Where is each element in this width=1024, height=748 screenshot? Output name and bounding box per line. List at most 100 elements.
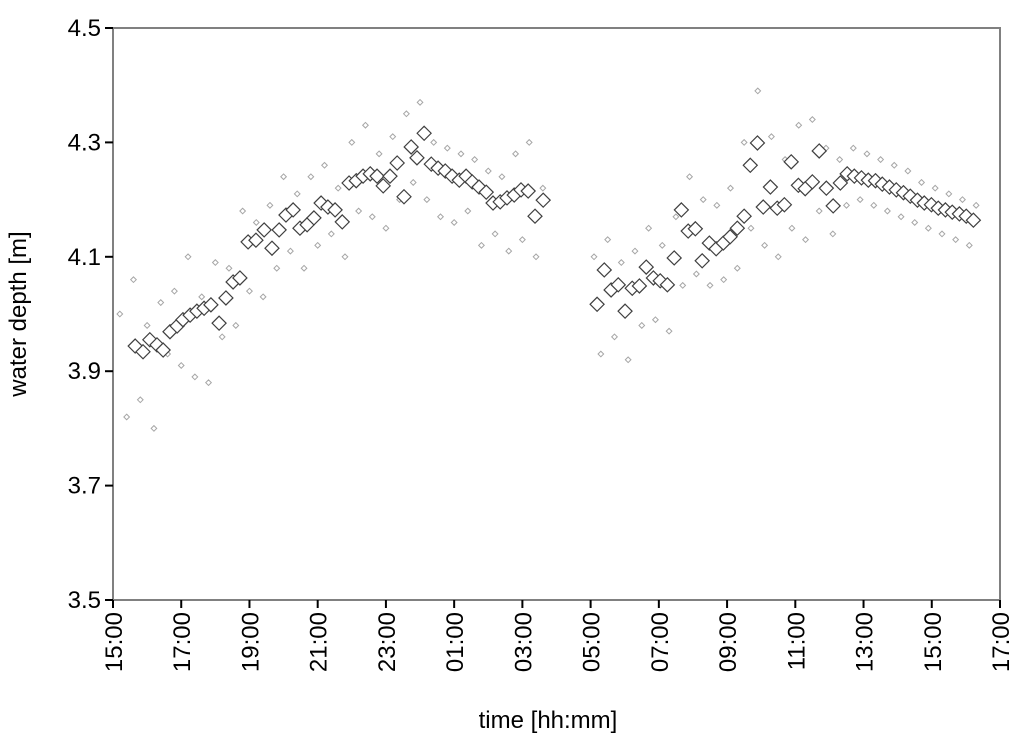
mean-marker	[155, 342, 171, 358]
raw-marker	[184, 253, 192, 261]
raw-marker	[706, 281, 714, 289]
y-tick-label: 4.1	[68, 244, 101, 271]
mean-marker	[818, 180, 835, 197]
raw-marker	[802, 236, 810, 244]
raw-marker	[665, 327, 673, 335]
raw-marker	[471, 156, 479, 164]
raw-marker	[617, 259, 625, 267]
raw-marker	[218, 333, 226, 341]
raw-marker	[924, 224, 932, 232]
raw-marker	[191, 373, 199, 381]
raw-marker	[631, 247, 639, 255]
mean-marker	[218, 290, 234, 306]
raw-marker	[539, 184, 547, 192]
mean-marker	[736, 208, 752, 225]
mean-marker	[610, 276, 627, 293]
raw-marker	[856, 196, 864, 204]
raw-marker	[512, 150, 520, 158]
mean-marker	[666, 250, 683, 266]
mean-marker	[811, 143, 828, 159]
raw-marker	[870, 201, 878, 209]
y-tick-label: 3.7	[68, 473, 101, 500]
mean-marker	[776, 196, 793, 213]
raw-marker	[863, 150, 871, 158]
x-tick-label: 17:00	[169, 612, 196, 672]
x-axis-title: time [hh:mm]	[479, 707, 618, 734]
raw-marker	[604, 236, 612, 244]
mean-marker	[248, 232, 264, 249]
raw-marker	[450, 218, 458, 226]
raw-marker	[610, 333, 619, 341]
raw-marker	[477, 241, 485, 249]
raw-marker	[334, 184, 342, 192]
raw-marker	[266, 201, 274, 209]
raw-marker	[273, 264, 281, 272]
mean-marker	[203, 296, 219, 313]
mean-marker	[135, 343, 151, 360]
mean-marker	[285, 202, 301, 218]
raw-marker	[293, 190, 301, 198]
mean-marker	[271, 222, 287, 238]
raw-marker	[972, 201, 980, 209]
raw-marker	[348, 138, 356, 146]
raw-marker	[457, 150, 465, 158]
mean-marker	[232, 270, 248, 286]
y-tick-label: 4.5	[68, 15, 101, 42]
raw-marker	[341, 253, 349, 261]
mean-marker	[742, 157, 759, 174]
x-tick-label: 07:00	[647, 612, 674, 672]
raw-marker	[123, 413, 131, 421]
x-tick-label: 21:00	[306, 612, 333, 672]
raw-marker	[883, 207, 891, 215]
y-tick-label: 3.5	[68, 587, 101, 614]
mean-marker	[527, 208, 543, 225]
x-tick-label: 11:00	[783, 612, 810, 670]
raw-marker	[327, 230, 335, 238]
x-tick-label: 17:00	[988, 612, 1015, 672]
mean-marker	[659, 276, 676, 293]
raw-marker	[307, 173, 315, 181]
raw-marker	[918, 178, 926, 186]
raw-marker	[672, 213, 680, 221]
raw-marker	[437, 213, 445, 221]
raw-marker	[733, 264, 741, 272]
raw-marker	[491, 230, 499, 238]
raw-marker	[129, 276, 137, 284]
raw-marker	[198, 293, 206, 301]
raw-marker	[314, 241, 322, 249]
raw-marker	[795, 121, 803, 129]
mean-marker	[306, 210, 322, 226]
mean-marker	[416, 125, 432, 142]
raw-marker	[286, 247, 294, 255]
mean-marker	[631, 278, 648, 294]
mean-marker	[535, 192, 552, 209]
raw-marker	[658, 241, 666, 249]
mean-marker	[729, 220, 746, 237]
x-tick-label: 13:00	[852, 612, 879, 672]
raw-marker	[597, 350, 605, 358]
raw-marker	[505, 247, 513, 255]
raw-marker	[143, 321, 151, 329]
raw-marker	[958, 196, 966, 204]
mean-marker	[965, 212, 982, 229]
raw-marker	[252, 218, 260, 226]
raw-marker	[150, 424, 158, 432]
raw-marker	[361, 121, 369, 129]
raw-marker	[699, 196, 707, 204]
x-tick-label: 01:00	[442, 612, 469, 672]
raw-marker	[645, 224, 653, 232]
raw-marker	[624, 356, 632, 364]
mean-marker	[327, 202, 343, 218]
raw-marker	[849, 144, 857, 152]
raw-marker	[713, 201, 721, 209]
raw-marker	[211, 259, 219, 267]
mean-marker	[256, 222, 272, 238]
x-tick-label: 15:00	[920, 612, 947, 672]
mean-marker	[722, 228, 738, 245]
mean-marker	[749, 135, 766, 151]
mean-marker	[694, 252, 711, 269]
raw-marker	[938, 230, 946, 238]
raw-marker	[443, 144, 451, 152]
mean-marker	[673, 202, 690, 218]
